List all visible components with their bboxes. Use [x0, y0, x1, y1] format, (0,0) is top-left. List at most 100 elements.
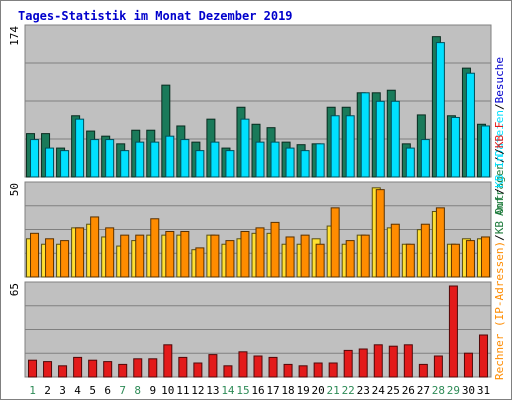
panel-kbytes: 65 [8, 281, 492, 378]
bar-requests-1-28 [435, 42, 445, 178]
bar-visits-1-10 [165, 231, 175, 278]
x-tick-label: 14 [221, 384, 235, 397]
x-tick-label: 19 [296, 384, 309, 397]
x-tick-label: 29 [447, 384, 460, 397]
x-tick-label: 23 [357, 384, 370, 397]
x-tick-label: 15 [236, 384, 249, 397]
bar-kbytes-0-13 [208, 354, 218, 378]
bar-kbytes-0-15 [238, 351, 248, 378]
bar-visits-1-1 [30, 232, 40, 278]
bar-requests-1-5 [90, 139, 100, 178]
bar-visits-1-3 [60, 240, 70, 278]
y-max-label: 50 [8, 183, 21, 196]
x-tick-label: 4 [74, 384, 81, 397]
bar-kbytes-0-5 [88, 359, 98, 378]
bar-visits-1-12 [195, 247, 205, 278]
chart-panels: 174 50 65 [8, 24, 492, 378]
x-tick-label: 9 [149, 384, 156, 397]
bar-visits-1-6 [105, 227, 115, 278]
bar-kbytes-0-1 [28, 359, 38, 378]
bar-requests-1-31 [480, 125, 490, 178]
legend-separator: / [493, 148, 506, 155]
x-tick-label: 22 [342, 384, 355, 397]
legend-item: KB Out [493, 195, 506, 235]
bar-visits-1-7 [120, 234, 130, 278]
legend-text: Anfragen/Dateien/Besuche [493, 57, 506, 216]
x-tick-label: 7 [119, 384, 126, 397]
x-tick-label: 10 [161, 384, 174, 397]
bar-requests-1-1 [30, 139, 40, 178]
bar-kbytes-0-31 [478, 334, 488, 378]
bar-kbytes-0-16 [253, 355, 263, 378]
bar-visits-1-13 [210, 234, 220, 278]
bar-kbytes-0-14 [223, 365, 233, 378]
x-tick-label: 3 [59, 384, 66, 397]
bar-visits-1-25 [390, 223, 400, 278]
legend-item: Besuche [493, 57, 506, 103]
x-tick-label: 18 [281, 384, 294, 397]
bar-kbytes-0-23 [358, 348, 368, 378]
bar-kbytes-0-19 [298, 365, 308, 378]
legend-separator: / [493, 188, 506, 195]
bar-kbytes-0-24 [373, 344, 383, 378]
bar-kbytes-0-2 [43, 361, 53, 378]
bar-requests-1-2 [45, 147, 55, 178]
x-tick-label: 16 [251, 384, 264, 397]
bar-kbytes-0-22 [343, 349, 353, 378]
x-tick-label: 27 [417, 384, 430, 397]
x-tick-label: 25 [387, 384, 400, 397]
bar-requests-1-24 [375, 100, 385, 178]
bar-requests-1-18 [285, 147, 295, 178]
bar-requests-1-17 [270, 141, 280, 178]
bar-visits-1-2 [45, 238, 55, 278]
x-tick-label: 24 [372, 384, 386, 397]
bar-requests-1-29 [450, 116, 460, 178]
bar-visits-1-21 [330, 207, 340, 278]
bar-visits-1-24 [375, 189, 385, 278]
bar-kbytes-0-26 [403, 344, 413, 378]
legend-item: Anfragen [493, 163, 506, 216]
bar-kbytes-0-9 [148, 358, 158, 378]
bar-requests-1-15 [240, 118, 250, 178]
bar-kbytes-0-10 [163, 344, 173, 378]
x-axis-labels: 1 2 3 4 5 6 7 8 9 10 11 12 13 14 15 16 17 18 19 20 21 22 23 24 2… [29, 384, 490, 397]
bar-visits-1-20 [315, 243, 325, 278]
bar-visits-1-22 [345, 240, 355, 278]
bar-visits-1-8 [135, 234, 145, 278]
bar-visits-1-19 [300, 234, 310, 278]
bar-kbytes-0-30 [463, 352, 473, 378]
chart-title: Tages-Statistik im Monat Dezember 2019 [18, 9, 293, 23]
bar-requests-1-4 [75, 118, 85, 178]
bar-visits-1-17 [270, 221, 280, 278]
bar-requests-1-16 [255, 141, 265, 178]
x-tick-label: 17 [266, 384, 279, 397]
legend-item: Rechner (IP-Adressen) [493, 241, 506, 380]
legend-item: Dateien [493, 110, 506, 156]
bar-kbytes-0-11 [178, 356, 188, 378]
x-tick-label: 31 [477, 384, 490, 397]
bar-kbytes-0-27 [418, 363, 428, 378]
bar-requests-1-22 [345, 115, 355, 178]
bar-kbytes-0-21 [328, 362, 338, 378]
bar-requests-1-23 [360, 92, 370, 178]
bar-visits-1-31 [480, 236, 490, 278]
bar-visits-1-30 [465, 240, 475, 278]
y-max-label: 65 [8, 283, 21, 296]
bar-requests-1-9 [150, 141, 160, 178]
x-tick-label: 30 [462, 384, 475, 397]
bar-requests-1-25 [390, 100, 400, 178]
bar-kbytes-0-25 [388, 345, 398, 378]
legend-separator: / [493, 156, 506, 163]
x-tick-label: 28 [432, 384, 445, 397]
bar-visits-1-11 [180, 231, 190, 278]
x-tick-label: 11 [176, 384, 189, 397]
bar-requests-1-7 [120, 150, 130, 178]
bar-requests-1-20 [315, 143, 325, 178]
panel-requests: 174 [8, 24, 492, 178]
bar-kbytes-0-17 [268, 356, 278, 378]
bar-visits-1-23 [360, 234, 370, 278]
bar-kbytes-0-3 [58, 365, 68, 378]
